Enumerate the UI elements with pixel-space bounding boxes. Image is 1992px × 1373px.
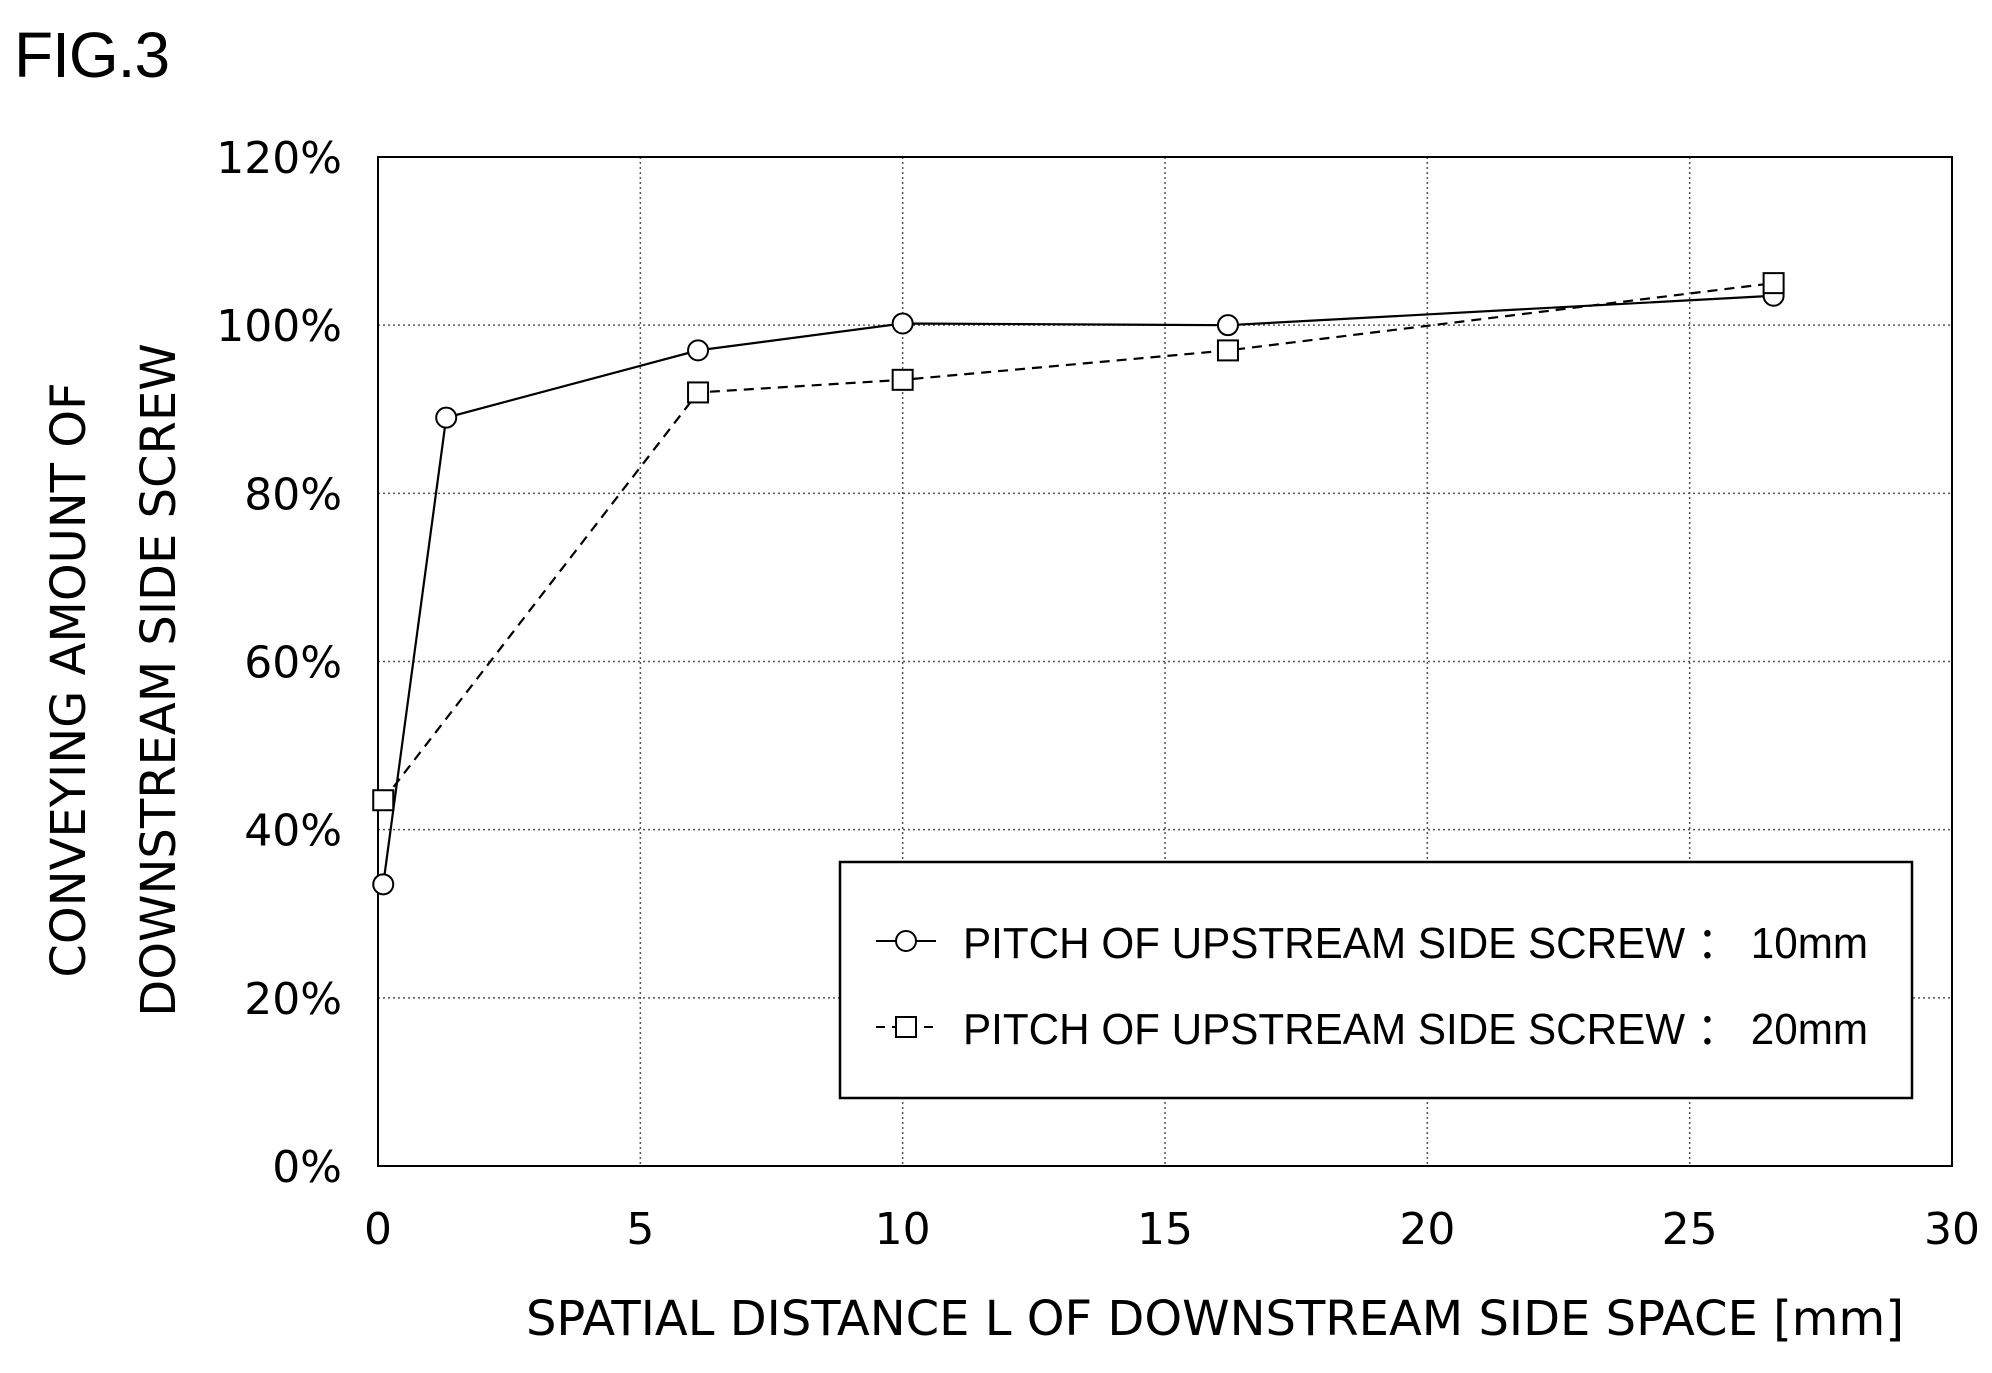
y-axis-title-line-2: DOWNSTREAM SIDE SCREW [131, 343, 187, 1016]
y-tick-label: 80% [244, 469, 342, 520]
x-tick-label: 0 [364, 1204, 392, 1255]
legend-box [838, 860, 1914, 1100]
plot-area-frame [377, 156, 1953, 1167]
data-point-square [1216, 339, 1239, 362]
x-tick-label: 20 [1399, 1204, 1455, 1255]
series-2 [372, 272, 1785, 812]
y-tick-label: 20% [244, 974, 342, 1025]
y-tick-label: 40% [244, 806, 342, 857]
data-point-square [891, 368, 914, 391]
y-tick-label: 60% [244, 638, 342, 689]
data-point-circle [1216, 314, 1239, 337]
legend: PITCH OF UPSTREAM SIDE SCREW ： 10mm PITC… [838, 860, 1914, 1100]
data-point-square [372, 789, 395, 812]
legend-label-10mm: PITCH OF UPSTREAM SIDE SCREW ： 10mm [963, 919, 1868, 968]
y-tick-label: 120% [216, 133, 342, 184]
x-tick-label: 10 [875, 1204, 931, 1255]
legend-entry-20mm: PITCH OF UPSTREAM SIDE SCREW ： 20mm [876, 1005, 1868, 1054]
data-point-circle [435, 406, 458, 429]
x-tick-label: 30 [1924, 1204, 1980, 1255]
data-point-circle [891, 312, 914, 335]
series-1 [372, 284, 1785, 896]
legend-circle-marker-icon [895, 930, 917, 952]
y-axis-title-line-1: CONVEYING AMOUNT OF [41, 382, 97, 977]
legend-square-marker-icon [895, 1016, 917, 1038]
data-point-circle [372, 873, 395, 896]
legend-entry-10mm: PITCH OF UPSTREAM SIDE SCREW ： 10mm [876, 919, 1868, 968]
series-line [382, 282, 1774, 801]
data-point-square [1762, 272, 1785, 295]
legend-label-20mm: PITCH OF UPSTREAM SIDE SCREW ： 20mm [963, 1005, 1868, 1054]
axis-tick-labels: 0 5 10 15 20 25 30 0% 20% 40% 60% 80% 100% 120% [216, 133, 1980, 1255]
data-series [372, 272, 1785, 896]
y-tick-label: 0% [272, 1142, 342, 1193]
x-tick-label: 5 [626, 1204, 654, 1255]
x-tick-label: 25 [1662, 1204, 1718, 1255]
figure-label: FIG.3 [14, 19, 170, 91]
series-line [382, 294, 1774, 885]
x-axis-title: SPATIAL DISTANCE L OF DOWNSTREAM SIDE SP… [526, 1291, 1904, 1347]
y-axis-title: CONVEYING AMOUNT OF DOWNSTREAM SIDE SCRE… [41, 343, 187, 1016]
data-point-circle [687, 339, 710, 362]
y-tick-label: 100% [216, 301, 342, 352]
data-point-square [687, 381, 710, 404]
x-tick-label: 15 [1137, 1204, 1193, 1255]
